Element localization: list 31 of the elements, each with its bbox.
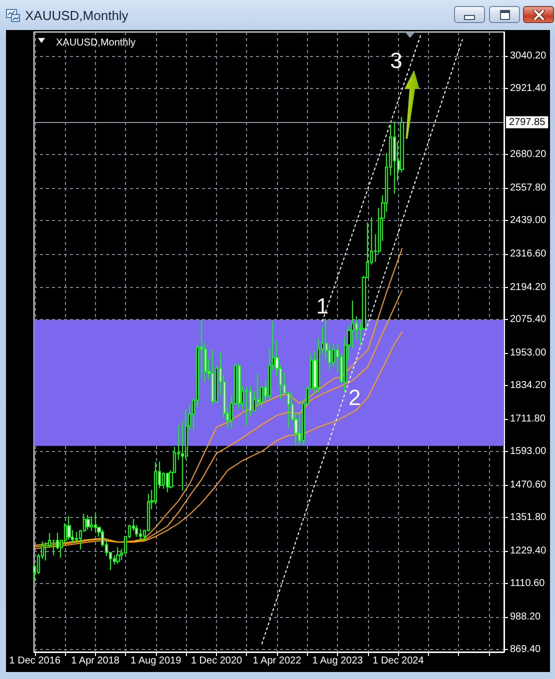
chart-title: XAUUSD,Monthly	[25, 8, 128, 23]
y-tick-label: 1711.80	[510, 414, 546, 425]
x-tick-label: 1 Aug 2023	[312, 656, 364, 666]
y-tick-label: 1834.20	[510, 380, 547, 392]
y-tick-label: 2075.40	[510, 314, 547, 326]
ref-line-label: 2797.85	[509, 116, 546, 128]
y-tick-label: 2921.40	[510, 82, 547, 94]
y-tick-label: 2680.20	[510, 148, 547, 160]
annotation: 3	[390, 48, 402, 74]
y-tick-label: 2194.20	[510, 282, 547, 293]
y-tick-label: 1110.60	[510, 578, 546, 589]
annotation: 1	[316, 294, 328, 319]
y-tick-label: 1953.00	[510, 348, 547, 359]
x-tick-label: 1 Apr 2022	[252, 656, 302, 666]
x-tick-label: 1 Dec 2016	[9, 656, 61, 666]
text: XAUUSD,Monthly	[56, 38, 136, 48]
y-tick-label: 2557.80	[510, 182, 547, 194]
y-tick-label: 1593.00	[510, 446, 547, 458]
y-tick-label: 2439.00	[510, 214, 547, 226]
x-tick-label: 1 Aug 2019	[130, 656, 182, 666]
y-tick-label: 1351.80	[510, 512, 547, 524]
y-tick-label: 988.20	[510, 611, 542, 622]
y-tick-label: 1470.60	[510, 480, 547, 491]
x-tick-label: 1 Dec 2020	[190, 656, 243, 666]
y-tick-label: 1229.40	[510, 546, 547, 557]
y-tick-label: 869.40	[510, 644, 542, 655]
annotation: 2	[348, 385, 361, 410]
x-tick-label: 1 Dec 2024	[372, 656, 424, 666]
y-tick-label: 3040.20	[510, 50, 547, 62]
x-tick-label: 1 Apr 2018	[71, 656, 120, 666]
y-tick-label: 2316.60	[510, 248, 547, 260]
